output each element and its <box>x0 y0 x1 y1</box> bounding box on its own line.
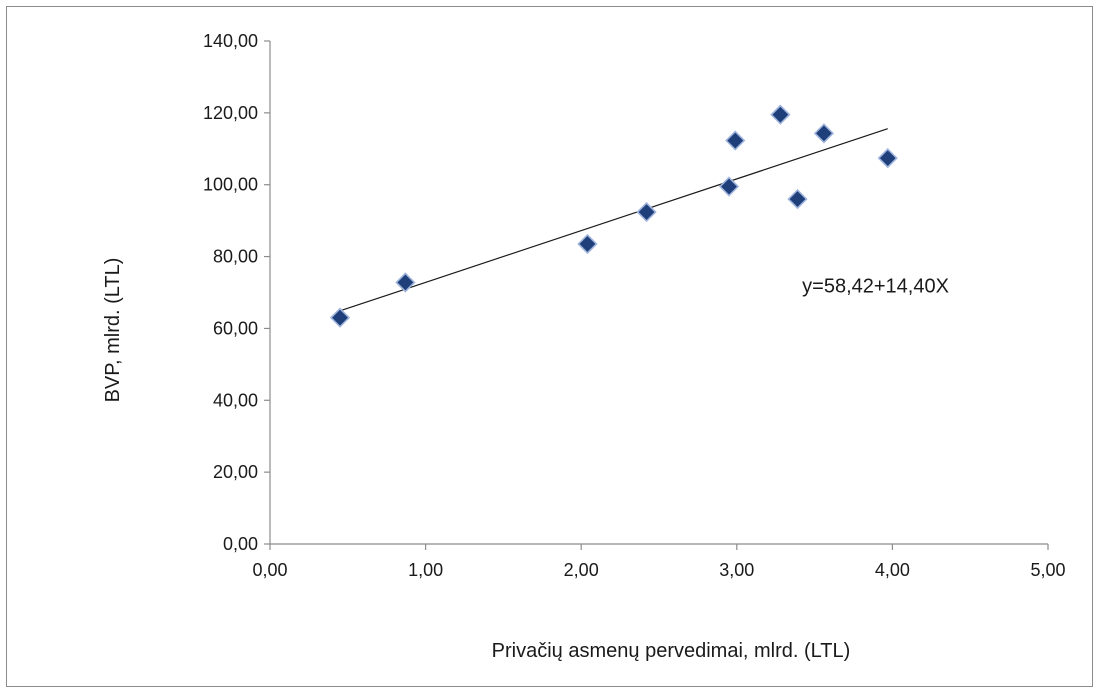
x-axis-title: Privačių asmenų pervedimai, mlrd. (LTL) <box>492 640 851 662</box>
data-point <box>718 176 740 197</box>
data-point <box>329 307 351 328</box>
data-point <box>725 130 746 151</box>
y-tick-label: 40,00 <box>213 390 258 410</box>
y-tick-label: 120,00 <box>203 103 258 123</box>
data-point <box>813 123 835 144</box>
axes: 0,00 20,00 40,00 60,00 80,00 100,00 120,00 140,… <box>203 31 1066 580</box>
trendline-layer <box>339 128 888 312</box>
data-point <box>770 104 791 125</box>
data-points <box>329 104 898 328</box>
trendline <box>339 128 888 312</box>
x-tick-label: 3,00 <box>719 560 754 580</box>
scatter-chart: 0,00 20,00 40,00 60,00 80,00 100,00 120,00 140,… <box>102 31 1066 662</box>
y-tick-label: 60,00 <box>213 318 258 338</box>
y-axis-title: BVP, mlrd. (LTL) <box>102 258 124 403</box>
data-point <box>395 272 416 293</box>
y-tick-label: 0,00 <box>223 534 258 554</box>
x-tick-label: 4,00 <box>875 560 910 580</box>
labels-layer: Privačių asmenų pervedimai, mlrd. (LTL) … <box>102 258 949 662</box>
data-point <box>577 233 598 255</box>
x-tick-label: 1,00 <box>408 560 443 580</box>
y-tick-label: 80,00 <box>213 247 258 267</box>
data-point <box>636 201 657 223</box>
data-point <box>787 188 808 210</box>
y-tick-label: 20,00 <box>213 462 258 482</box>
x-tick-label: 0,00 <box>252 560 287 580</box>
x-tick-label: 5,00 <box>1030 560 1065 580</box>
data-point <box>877 147 898 169</box>
x-tick-label: 2,00 <box>564 560 599 580</box>
chart-frame: 0,00 20,00 40,00 60,00 80,00 100,00 120,00 140,… <box>6 6 1093 687</box>
y-tick-label: 140,00 <box>203 31 258 51</box>
y-tick-label: 100,00 <box>203 175 258 195</box>
trendline-equation: y=58,42+14,40X <box>802 276 949 298</box>
